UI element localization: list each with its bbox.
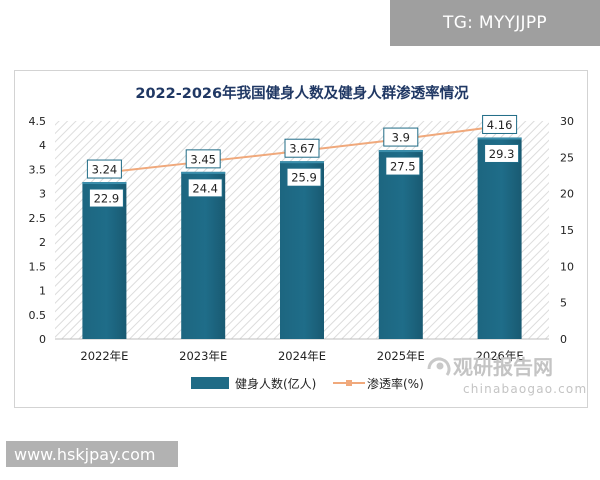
bar-top-edge bbox=[477, 137, 522, 140]
watermark-logo-icon bbox=[427, 357, 451, 376]
line-value-label: 25.9 bbox=[291, 171, 317, 185]
x-tick-label: 2026年E bbox=[476, 349, 524, 363]
y-right-tick-label: 5 bbox=[560, 297, 567, 310]
chart-title: 2022-2026年我国健身人数及健身人群渗透率情况 bbox=[135, 84, 469, 102]
bar-value-label-box bbox=[284, 138, 320, 158]
bar-top-edge bbox=[378, 150, 423, 153]
x-tick-label: 2022年E bbox=[80, 349, 128, 363]
line-value-label: 29.3 bbox=[489, 147, 515, 161]
legend-label-line: 渗透率(%) bbox=[367, 376, 424, 391]
line-value-label-box bbox=[484, 143, 520, 163]
x-tick-label: 2023年E bbox=[179, 349, 227, 363]
line-value-label-box bbox=[187, 178, 223, 198]
legend: 健身人数(亿人) 渗透率(%) bbox=[191, 376, 424, 391]
chart-panel: 2022-2026年我国健身人数及健身人群渗透率情况 0 0.5 1 1.5 2 2.5 3… bbox=[14, 70, 588, 408]
bar bbox=[82, 182, 127, 339]
y-left-tick-label: 2.5 bbox=[29, 212, 47, 225]
y-right-tick-label: 25 bbox=[560, 151, 574, 164]
bar-top-edge bbox=[280, 161, 324, 164]
bar bbox=[477, 137, 522, 339]
bar bbox=[181, 171, 226, 339]
y-right-tick-label: 20 bbox=[560, 188, 574, 201]
bar-value-label: 3.24 bbox=[92, 163, 118, 177]
bottom-watermark-badge: www.hskjpay.com bbox=[6, 441, 178, 467]
line-value-label-box bbox=[88, 188, 124, 208]
y-right-tick-label: 15 bbox=[560, 224, 574, 237]
line-value-label: 27.5 bbox=[390, 160, 416, 174]
bar-top-edge bbox=[82, 182, 127, 185]
line-value-label: 24.4 bbox=[192, 181, 218, 195]
legend-swatch-line-marker bbox=[346, 380, 352, 386]
x-tick-label: 2025年E bbox=[377, 349, 425, 363]
y-right-tick-label: 10 bbox=[560, 260, 574, 273]
x-tick-label: 2024年E bbox=[278, 349, 326, 363]
watermark-url: chinabaogao.com bbox=[463, 382, 587, 396]
chart-svg: 2022-2026年我国健身人数及健身人群渗透率情况 0 0.5 1 1.5 2 2.5 3… bbox=[29, 84, 587, 396]
y-left-tick-label: 3.5 bbox=[29, 163, 47, 176]
y-left-tick-label: 0.5 bbox=[29, 309, 47, 322]
line-value-label-box bbox=[286, 167, 322, 187]
y-left-tick-label: 1 bbox=[39, 285, 46, 298]
bar-value-label: 4.16 bbox=[487, 118, 513, 132]
y-left-tick-label: 3 bbox=[39, 188, 46, 201]
bar-value-label-box bbox=[185, 149, 221, 169]
y-left-tick-label: 4 bbox=[39, 139, 46, 152]
bar-value-label: 3.45 bbox=[190, 152, 216, 166]
line-value-label: 22.9 bbox=[94, 192, 120, 206]
y-right-tick-label: 0 bbox=[560, 333, 567, 346]
y-left-tick-label: 1.5 bbox=[29, 260, 47, 273]
y-right-tick-label: 30 bbox=[560, 115, 574, 128]
y-left-tick-label: 2 bbox=[39, 236, 46, 249]
line-value-label-box bbox=[385, 156, 421, 176]
bar-value-label: 3.67 bbox=[289, 142, 315, 156]
bar-top-edge bbox=[181, 171, 226, 174]
watermark: 观研报告网 chinabaogao.com bbox=[427, 355, 587, 396]
bar-value-label: 3.9 bbox=[392, 131, 410, 145]
bar bbox=[378, 150, 423, 339]
bar-value-label-box bbox=[86, 159, 122, 179]
top-watermark-badge: TG: MYYJJPP bbox=[390, 0, 600, 46]
bar-value-label-box bbox=[383, 127, 419, 147]
y-left-tick-label: 4.5 bbox=[29, 115, 47, 128]
watermark-name: 观研报告网 bbox=[453, 355, 553, 379]
y-left-tick-label: 0 bbox=[39, 333, 46, 346]
legend-swatch-bar bbox=[191, 377, 229, 389]
bar-value-label-box bbox=[482, 114, 518, 134]
legend-label-bar: 健身人数(亿人) bbox=[235, 376, 316, 391]
bar bbox=[280, 161, 324, 339]
